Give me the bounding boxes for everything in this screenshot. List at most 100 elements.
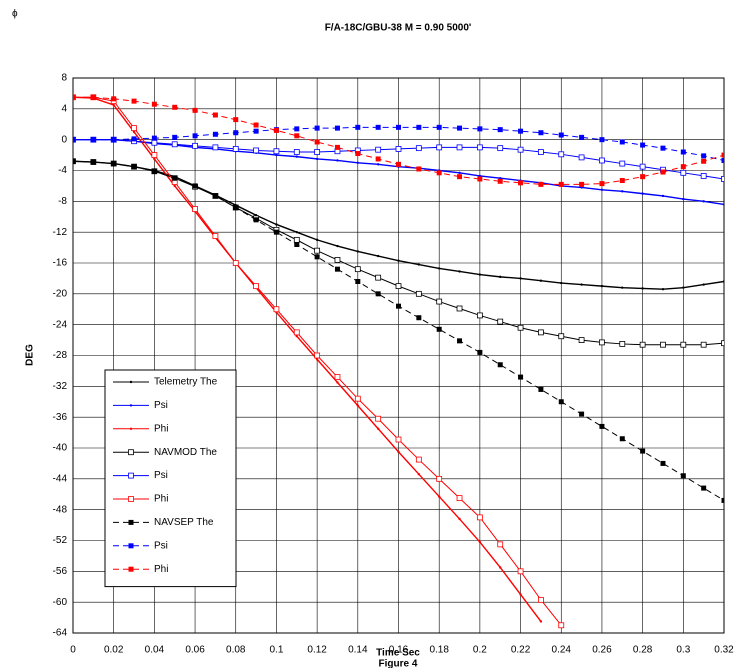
x-tick-label: 0.06 — [185, 645, 205, 656]
point — [579, 411, 585, 417]
point — [73, 137, 76, 143]
point — [621, 190, 624, 193]
point — [660, 341, 666, 348]
y-tick-label: -16 — [53, 258, 68, 269]
point — [275, 153, 278, 157]
legend-marker — [128, 472, 134, 479]
point — [680, 164, 686, 170]
point — [233, 117, 239, 123]
point — [151, 139, 158, 146]
y-tick-label: -56 — [53, 566, 68, 577]
point — [702, 200, 705, 203]
point — [619, 436, 625, 442]
legend-marker — [129, 380, 133, 384]
y-tick-label: -4 — [58, 165, 67, 176]
legend-label: Phi — [154, 423, 168, 434]
point — [336, 244, 339, 248]
point — [376, 163, 380, 166]
point — [90, 137, 96, 143]
point — [354, 395, 361, 402]
point — [457, 338, 463, 344]
point — [336, 159, 339, 162]
point — [700, 341, 707, 348]
point — [437, 267, 441, 270]
point — [73, 94, 76, 100]
point — [722, 203, 724, 206]
point — [376, 427, 380, 430]
point — [334, 374, 341, 380]
point — [151, 135, 157, 141]
point — [456, 144, 463, 151]
point — [661, 194, 665, 198]
point — [172, 104, 178, 110]
legend-label: Telemetry The — [154, 377, 218, 388]
point — [457, 125, 463, 131]
legend-label: Psi — [154, 540, 168, 551]
point — [456, 495, 463, 502]
point — [682, 197, 685, 201]
point — [497, 127, 503, 133]
point — [619, 160, 626, 167]
point — [253, 122, 259, 128]
point — [334, 125, 340, 131]
point — [621, 286, 624, 289]
x-tick-label: 0 — [70, 645, 76, 656]
point — [436, 298, 443, 305]
point — [578, 154, 585, 161]
x-tick-label: 0.12 — [307, 645, 327, 656]
point — [476, 144, 483, 151]
point — [192, 206, 198, 212]
point — [397, 259, 400, 262]
point — [151, 168, 157, 174]
point — [721, 176, 724, 182]
point — [539, 620, 543, 623]
point — [680, 169, 687, 176]
point — [538, 596, 544, 603]
x-tick-label: 0.28 — [633, 645, 653, 656]
point — [253, 283, 259, 290]
point — [212, 144, 219, 151]
point — [578, 337, 585, 343]
point — [436, 326, 442, 332]
point — [641, 287, 644, 290]
point — [700, 172, 707, 179]
point — [232, 146, 239, 152]
point — [456, 305, 463, 312]
point — [722, 280, 724, 283]
point — [151, 101, 157, 107]
point — [519, 593, 522, 596]
point — [233, 130, 239, 136]
point — [721, 157, 724, 163]
point — [619, 341, 626, 347]
legend-label: Phi — [154, 494, 168, 505]
point — [558, 333, 565, 340]
point — [458, 517, 461, 521]
x-tick-label: 0.16 — [389, 645, 409, 656]
point — [192, 142, 198, 149]
point — [477, 176, 483, 182]
legend-label: Psi — [154, 470, 168, 481]
point — [173, 184, 176, 188]
point — [599, 339, 605, 346]
point — [212, 193, 218, 199]
point — [153, 157, 156, 161]
point — [619, 178, 625, 184]
legend-marker — [128, 449, 134, 456]
x-axis-label: Time Sec — [376, 648, 420, 659]
point — [356, 404, 360, 407]
point — [90, 159, 96, 165]
legend-marker — [129, 427, 133, 430]
point — [476, 514, 483, 521]
point — [599, 137, 605, 143]
point — [131, 136, 137, 142]
point — [294, 126, 300, 132]
point — [192, 133, 198, 139]
point — [457, 174, 463, 180]
point — [517, 146, 524, 153]
point — [639, 163, 646, 170]
point — [599, 181, 605, 187]
point — [702, 283, 705, 286]
point — [293, 236, 300, 243]
point — [660, 169, 666, 175]
